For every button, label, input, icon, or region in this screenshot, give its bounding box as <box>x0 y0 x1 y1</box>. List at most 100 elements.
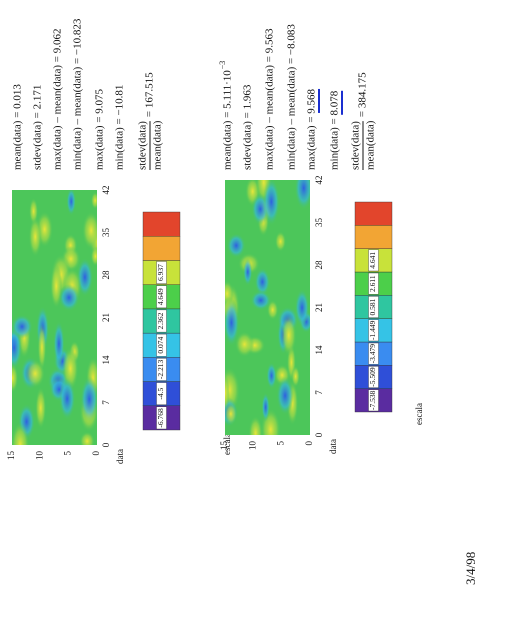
heatmap-blob <box>58 283 80 312</box>
stat-line: max(data) – mean(data) = 9.563 <box>264 28 276 170</box>
heatmap-blob <box>248 415 263 435</box>
x-tick-label: 28 <box>101 270 111 280</box>
heatmap-blob <box>35 386 47 429</box>
ratio-numerator: stdev(data) <box>350 121 362 170</box>
x-tick-label: 42 <box>101 186 111 195</box>
heatmap-blob <box>66 190 76 216</box>
stat-line: max(data) = 9.568 <box>306 88 318 170</box>
stat-line: min(data) – mean(data) = −10.823 <box>72 18 84 170</box>
scale-label-box <box>156 333 167 357</box>
scale-label-box <box>368 296 379 318</box>
heatmap-blob <box>225 299 240 347</box>
x-tick-label: 0 <box>314 432 324 437</box>
heatmap-blob <box>243 258 253 286</box>
scale-label: -5.509 <box>368 367 377 387</box>
scale-label-box <box>156 382 167 405</box>
x-tick-label: 21 <box>101 313 111 322</box>
scale-title: escala <box>222 433 232 455</box>
scale-label: 6.937 <box>156 264 165 281</box>
heatmap-blob <box>281 314 297 356</box>
stat-line: min(data) – mean(data) = −8.083 <box>286 24 298 170</box>
scale-label-box <box>368 342 379 365</box>
stat-line: stdev(data) = 2.171 <box>32 85 44 170</box>
heatmap-blob <box>226 233 246 258</box>
stat-line: min(data) = 8.078 <box>329 90 341 170</box>
heatmap-blob <box>225 402 237 425</box>
heatmap-blob <box>58 377 76 420</box>
stat-line: mean(data) = 5.111·10 <box>222 70 234 170</box>
heatmap-blob <box>12 314 33 339</box>
y-tick-label: 10 <box>247 441 257 451</box>
scale-segment <box>354 225 393 249</box>
heatmap-blob <box>90 246 97 267</box>
scale-label: -2.213 <box>156 360 165 380</box>
heatmap-blob <box>28 216 42 257</box>
heatmap-blob <box>294 180 310 210</box>
scale-label-box <box>368 249 379 272</box>
ratio-result: = 384.175 <box>357 72 369 117</box>
heatmap-blob <box>276 376 294 415</box>
x-tick-label: 42 <box>314 176 324 185</box>
scale-label-box <box>368 319 379 342</box>
date: 3/4/98 <box>463 552 478 585</box>
stat-line: max(data) = 9.075 <box>94 88 106 170</box>
heatmap-blob <box>262 180 280 226</box>
heatmap-blob <box>294 288 310 327</box>
scale-label: 0.074 <box>156 337 165 354</box>
scale-label-box <box>368 389 379 412</box>
scale-label: -7.538 <box>368 390 377 410</box>
scale-label-box <box>156 406 167 430</box>
heatmap-blob <box>261 392 270 422</box>
scale-label-box <box>368 272 379 295</box>
heatmap-blob <box>235 331 255 358</box>
x-tick-label: 35 <box>101 228 111 238</box>
scale-label-box <box>156 358 167 381</box>
x-tick-label: 7 <box>314 390 324 395</box>
y-tick-label: 10 <box>34 451 44 461</box>
stat-line: mean(data) = 0.013 <box>12 84 24 170</box>
scale-label: 0.581 <box>368 298 377 315</box>
scale-segment <box>142 236 181 261</box>
stat-line: min(data) = −10.81 <box>114 85 126 170</box>
scale-label: -1.449 <box>368 320 377 340</box>
scale-label-box <box>368 366 379 388</box>
heatmap-blob <box>266 362 277 389</box>
scale-label: 4.649 <box>156 288 165 305</box>
heatmap-blob <box>25 359 45 388</box>
scale-label: 4.641 <box>368 252 377 269</box>
scale-segment <box>354 201 393 226</box>
heatmap-blob <box>291 365 300 388</box>
ratio-result: = 167.515 <box>144 72 156 117</box>
scale-label-box <box>156 309 167 333</box>
heatmap-blob <box>79 431 95 445</box>
stat-line: max(data) – mean(data) = 9.062 <box>52 28 64 170</box>
x-tick-label: 21 <box>314 303 324 312</box>
scale-label-box <box>156 285 167 309</box>
heatmap-blob <box>82 211 97 250</box>
ratio-denominator: mean(data) <box>152 120 164 170</box>
scale-label: -6.768 <box>156 408 165 428</box>
ratio-numerator: stdev(data) <box>137 121 149 170</box>
x-tick-label: 0 <box>101 442 111 447</box>
axis-label: data <box>328 439 338 454</box>
y-tick-label: 5 <box>63 451 73 456</box>
heatmap-blob <box>50 263 63 309</box>
heatmap-blob <box>12 422 30 445</box>
y-tick-label: 0 <box>91 451 101 456</box>
x-tick-label: 28 <box>314 260 324 270</box>
axis-label: data <box>115 449 125 464</box>
y-tick-label: 0 <box>304 441 314 446</box>
scale-label: 2.611 <box>368 275 377 292</box>
heatmap-blob <box>53 320 65 367</box>
heatmap-blob <box>90 191 97 210</box>
y-tick-label: 15 <box>6 451 16 461</box>
y-tick-label: 5 <box>276 441 286 446</box>
x-tick-label: 14 <box>101 355 111 365</box>
heatmap-blob <box>80 376 97 423</box>
scale-segment <box>142 211 181 237</box>
x-tick-label: 14 <box>314 345 324 355</box>
heatmap-blob <box>225 375 230 412</box>
heatmap-blob <box>254 267 271 296</box>
